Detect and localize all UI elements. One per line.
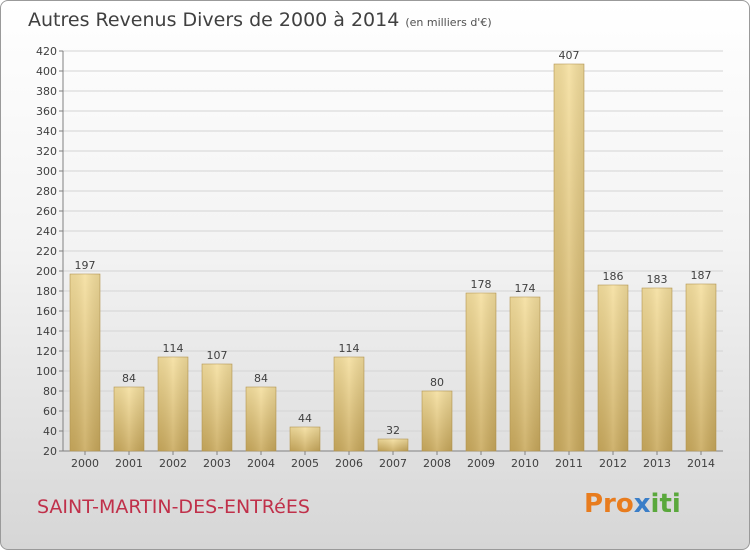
y-tick-label: 20 — [43, 445, 57, 458]
bar-shade — [378, 439, 408, 451]
y-tick-label: 340 — [36, 125, 57, 138]
y-tick-label: 420 — [36, 45, 57, 58]
y-tick-label: 40 — [43, 425, 57, 438]
x-tick-label: 2009 — [467, 457, 495, 470]
bars — [69, 63, 717, 452]
y-tick-label: 200 — [36, 265, 57, 278]
x-tick-label: 2014 — [687, 457, 715, 470]
x-tick-label: 2004 — [247, 457, 275, 470]
chart-title-main: Autres Revenus Divers de 2000 à 2014 — [28, 9, 400, 31]
bar-shade — [70, 274, 100, 451]
x-tick-label: 2005 — [291, 457, 319, 470]
y-tick-label: 120 — [36, 345, 57, 358]
bar-value-label: 178 — [471, 278, 492, 291]
y-tick-label: 360 — [36, 105, 57, 118]
y-tick-label: 320 — [36, 145, 57, 158]
bar-value-label: 114 — [339, 342, 360, 355]
commune-name: SAINT-MARTIN-DES-ENTRéES — [37, 496, 310, 518]
bar-value-label: 174 — [515, 282, 536, 295]
bar-shade — [422, 391, 452, 451]
x-tick-label: 2006 — [335, 457, 363, 470]
bar-shade — [554, 64, 584, 451]
x-tick-label: 2000 — [71, 457, 99, 470]
y-tick-label: 280 — [36, 185, 57, 198]
bar-value-label: 407 — [559, 49, 580, 62]
y-tick-label: 220 — [36, 245, 57, 258]
x-tick-label: 2008 — [423, 457, 451, 470]
y-tick-label: 380 — [36, 85, 57, 98]
bar-shade — [114, 387, 144, 451]
bar-value-label: 186 — [603, 270, 624, 283]
x-tick-label: 2010 — [511, 457, 539, 470]
y-tick-label: 400 — [36, 65, 57, 78]
bar-shade — [202, 364, 232, 451]
bar-value-label: 197 — [75, 259, 96, 272]
proxiti-logo[interactable]: Proxiti — [584, 489, 681, 519]
x-tick-label: 2007 — [379, 457, 407, 470]
bar-value-label: 44 — [298, 412, 312, 425]
labels: 20 40 60 80 100 120 140 160 180 200 220 240 260 280 30… — [36, 45, 715, 470]
bar-value-label: 80 — [430, 376, 444, 389]
bar-shade — [510, 297, 540, 451]
bar-shade — [466, 293, 496, 451]
bar-shade — [642, 288, 672, 451]
x-tick-label: 2002 — [159, 457, 187, 470]
bar-shade — [598, 285, 628, 451]
x-tick-label: 2012 — [599, 457, 627, 470]
y-tick-label: 300 — [36, 165, 57, 178]
bar-shade — [334, 357, 364, 451]
chart-title-unit: (en milliers d'€) — [405, 16, 492, 29]
bar-shade — [158, 357, 188, 451]
x-tick-label: 2011 — [555, 457, 583, 470]
bar-shade — [290, 427, 320, 451]
x-tick-label: 2013 — [643, 457, 671, 470]
y-tick-label: 180 — [36, 285, 57, 298]
bar-value-label: 84 — [122, 372, 136, 385]
bar-value-label: 32 — [386, 424, 400, 437]
y-tick-label: 260 — [36, 205, 57, 218]
bar-value-label: 107 — [207, 349, 228, 362]
bar-shade — [246, 387, 276, 451]
bar-value-label: 187 — [691, 269, 712, 282]
x-tick-label: 2001 — [115, 457, 143, 470]
y-tick-label: 160 — [36, 305, 57, 318]
y-tick-label: 140 — [36, 325, 57, 338]
x-tick-label: 2003 — [203, 457, 231, 470]
bar-shade — [686, 284, 716, 451]
bar-value-label: 114 — [163, 342, 184, 355]
y-tick-label: 80 — [43, 385, 57, 398]
bar-value-label: 84 — [254, 372, 268, 385]
chart-title: Autres Revenus Divers de 2000 à 2014 (en … — [28, 9, 492, 31]
y-tick-label: 60 — [43, 405, 57, 418]
bar-value-label: 183 — [647, 273, 668, 286]
y-tick-label: 240 — [36, 225, 57, 238]
y-tick-label: 100 — [36, 365, 57, 378]
